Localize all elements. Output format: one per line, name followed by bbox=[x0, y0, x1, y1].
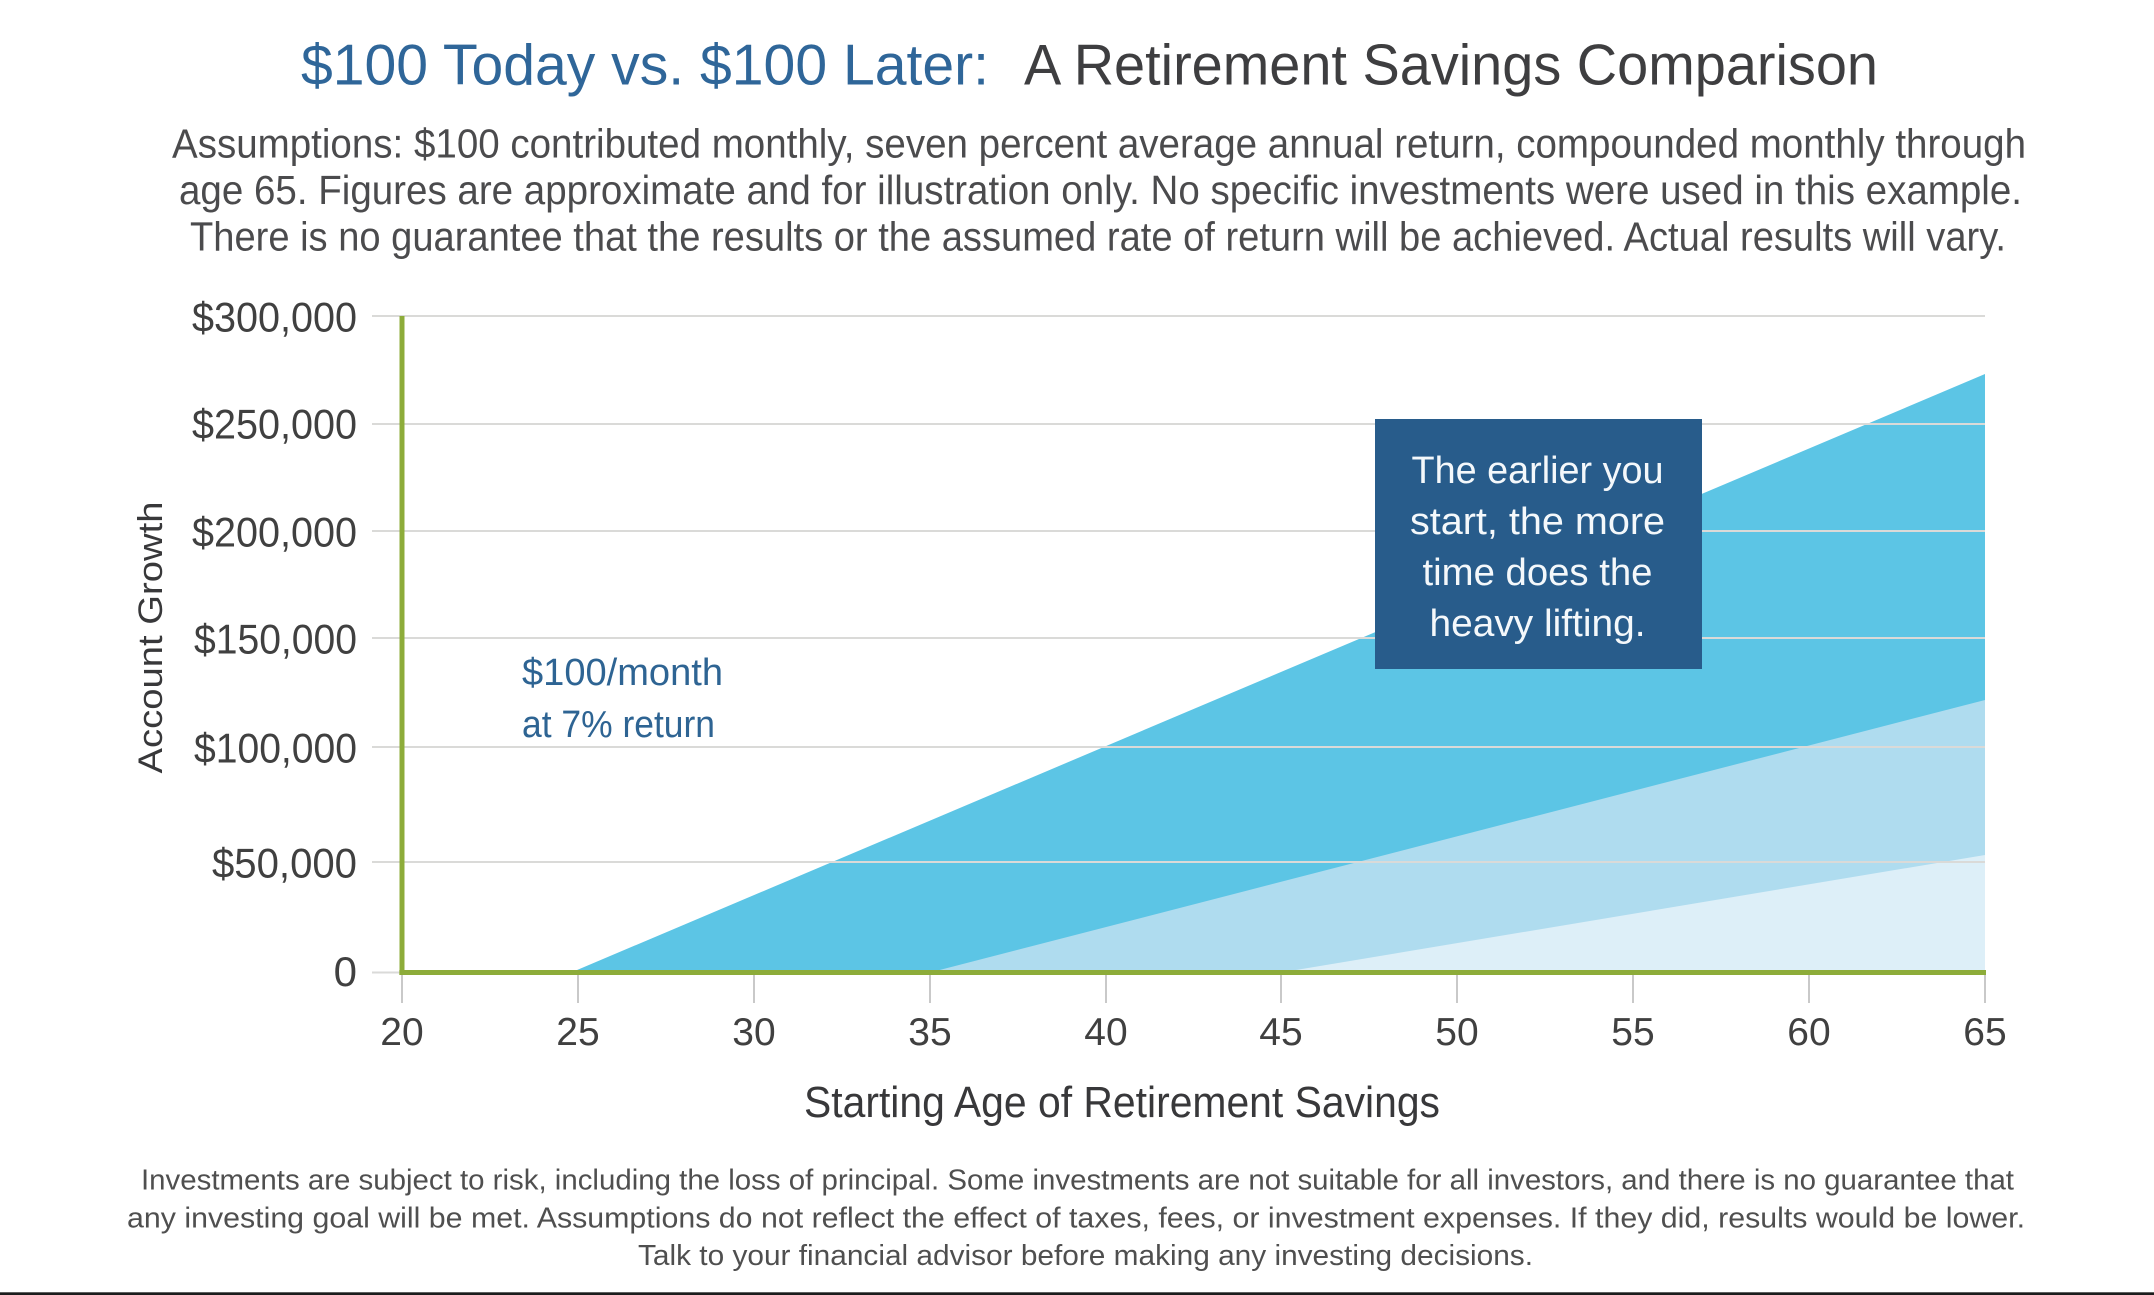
svg-text:20: 20 bbox=[380, 1011, 423, 1054]
svg-text:The earlier you: The earlier you bbox=[1412, 450, 1664, 492]
svg-text:0: 0 bbox=[334, 948, 357, 995]
svg-text:55: 55 bbox=[1611, 1011, 1654, 1054]
svg-text:$250,000: $250,000 bbox=[192, 401, 357, 448]
svg-text:50: 50 bbox=[1435, 1011, 1478, 1054]
svg-text:any investing goal will be met: any investing goal will be met. Assumpti… bbox=[127, 1203, 2025, 1235]
svg-text:25: 25 bbox=[556, 1011, 599, 1054]
svg-text:Starting Age of Retirement Sav: Starting Age of Retirement Savings bbox=[804, 1078, 1440, 1127]
svg-text:65: 65 bbox=[1963, 1011, 2006, 1054]
svg-text:35: 35 bbox=[908, 1011, 951, 1054]
svg-text:40: 40 bbox=[1084, 1011, 1127, 1054]
svg-text:$100 Today vs. $100 Later:: $100 Today vs. $100 Later: bbox=[301, 34, 989, 98]
svg-text:$150,000: $150,000 bbox=[194, 616, 357, 663]
svg-text:Account Growth: Account Growth bbox=[132, 502, 170, 774]
svg-text:age 65. Figures are approximat: age 65. Figures are approximate and for … bbox=[179, 167, 2022, 213]
svg-text:start, the more: start, the more bbox=[1410, 501, 1665, 543]
svg-text:There is no guarantee that the: There is no guarantee that the results o… bbox=[190, 214, 2006, 260]
svg-text:$100,000: $100,000 bbox=[194, 725, 357, 772]
svg-text:Assumptions: $100 contributed: Assumptions: $100 contributed monthly, s… bbox=[172, 121, 2026, 167]
svg-text:time does the: time does the bbox=[1423, 552, 1653, 594]
svg-text:30: 30 bbox=[732, 1011, 775, 1054]
svg-text:Investments are subject to ris: Investments are subject to risk, includi… bbox=[141, 1165, 2014, 1197]
svg-text:A Retirement Savings Compariso: A Retirement Savings Comparison bbox=[1024, 34, 1878, 98]
svg-text:Talk to your financial advisor: Talk to your financial advisor before ma… bbox=[638, 1240, 1533, 1272]
svg-text:$50,000: $50,000 bbox=[212, 840, 357, 887]
svg-text:$100/month: $100/month bbox=[522, 652, 723, 694]
svg-text:heavy lifting.: heavy lifting. bbox=[1430, 603, 1646, 645]
svg-text:60: 60 bbox=[1787, 1011, 1830, 1054]
svg-text:45: 45 bbox=[1259, 1011, 1302, 1054]
svg-text:$300,000: $300,000 bbox=[192, 294, 357, 341]
svg-text:at 7% return: at 7% return bbox=[522, 704, 715, 746]
svg-text:$200,000: $200,000 bbox=[192, 509, 357, 556]
